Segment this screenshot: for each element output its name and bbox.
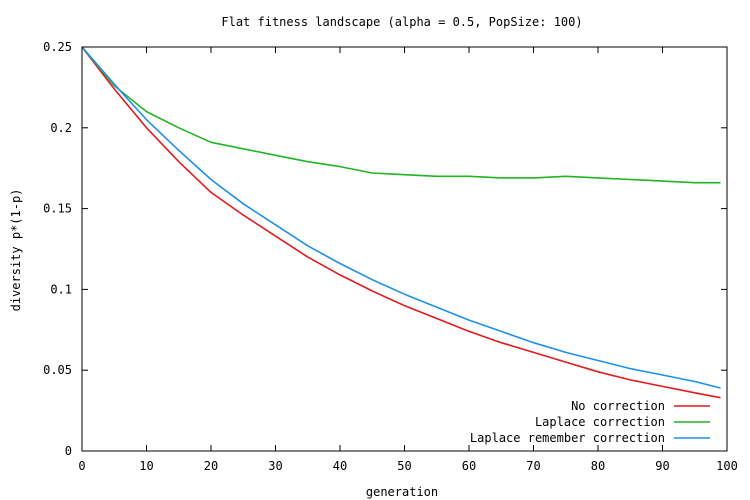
y-axis-label: diversity p*(1-p) (9, 189, 23, 312)
x-tick-label: 60 (462, 459, 476, 473)
x-tick-label: 100 (716, 459, 738, 473)
x-tick-label: 30 (268, 459, 282, 473)
x-tick-label: 20 (204, 459, 218, 473)
y-tick-label: 0.25 (43, 40, 72, 54)
y-tick-label: 0.05 (43, 363, 72, 377)
series-line-2 (81, 46, 721, 389)
x-tick-label: 90 (655, 459, 669, 473)
y-tick-label: 0.2 (50, 121, 72, 135)
x-tick-label: 10 (139, 459, 153, 473)
x-tick-label: 0 (78, 459, 85, 473)
legend-label: No correction (571, 399, 665, 413)
plot-frame (81, 46, 728, 452)
legend-label: Laplace remember correction (470, 431, 665, 445)
y-tick-label: 0.1 (50, 282, 72, 296)
plot-area (81, 46, 728, 452)
x-tick-label: 80 (591, 459, 605, 473)
series-line-1 (81, 46, 721, 184)
y-tick-label: 0.15 (43, 202, 72, 216)
x-axis-label: generation (366, 485, 438, 499)
y-axis-ticks: 0 0.05 0.1 0.15 0.2 0.25 (43, 40, 727, 458)
series-line-0 (81, 46, 721, 399)
chart-title: Flat fitness landscape (alpha = 0.5, Pop… (221, 15, 582, 29)
legend-label: Laplace correction (535, 415, 665, 429)
x-tick-label: 40 (333, 459, 347, 473)
x-tick-label: 50 (397, 459, 411, 473)
x-axis-ticks: 0 10 20 30 40 50 60 70 80 90 100 (78, 47, 738, 473)
legend: No correction Laplace correction Laplace r… (470, 399, 710, 445)
series-layer (81, 46, 721, 399)
y-tick-label: 0 (65, 444, 72, 458)
x-tick-label: 70 (526, 459, 540, 473)
